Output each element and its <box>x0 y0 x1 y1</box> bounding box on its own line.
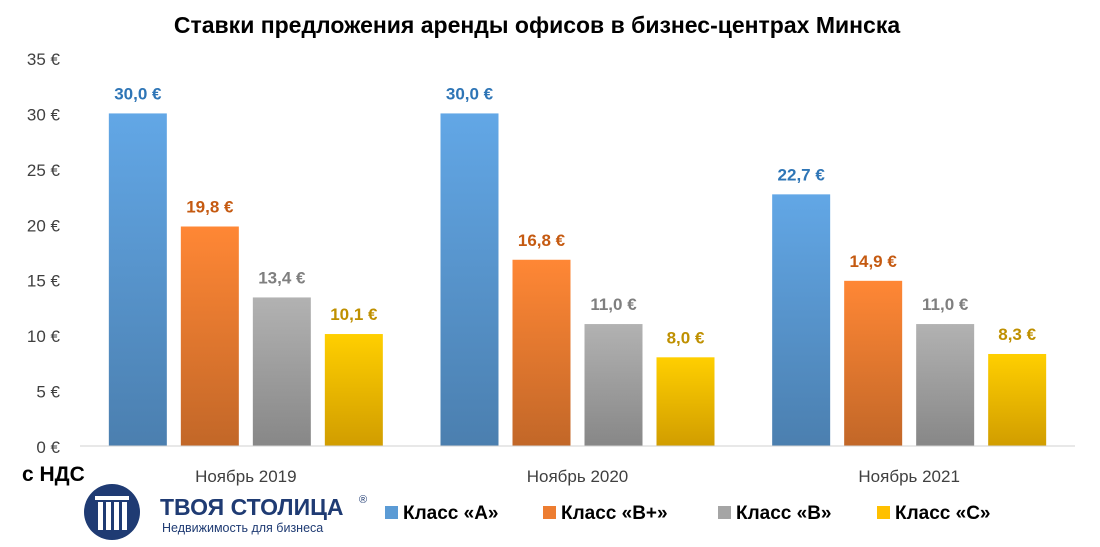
bar <box>844 280 903 446</box>
y-tick-label: 5 € <box>36 383 60 402</box>
legend-item: Класс «В» <box>718 503 832 524</box>
data-label: 19,8 € <box>186 198 234 217</box>
legend-swatch <box>385 506 398 519</box>
x-tick-label: Ноябрь 2020 <box>527 467 629 486</box>
legend-label: Класс «А» <box>403 503 499 524</box>
y-tick-label: 25 € <box>27 161 61 180</box>
bar <box>440 113 499 446</box>
legend: Класс «А» Класс «В+» Класс «В» Класс «С» <box>385 503 991 524</box>
legend-swatch <box>718 506 731 519</box>
y-tick-label: 15 € <box>27 272 61 291</box>
x-tick-label: Ноябрь 2021 <box>858 467 960 486</box>
vat-note: с НДС <box>22 463 85 486</box>
logo-tagline: Недвижимость для бизнеса <box>162 521 323 535</box>
data-labels-group: 30,0 € 19,8 € 13,4 € 10,1 € 30,0 € 16,8 € 11,0… <box>114 84 1036 347</box>
data-label: 30,0 € <box>114 84 162 103</box>
data-label: 16,8 € <box>518 231 566 250</box>
x-tick-label: Ноябрь 2019 <box>195 467 297 486</box>
y-axis: 0 € 5 € 10 € 15 € 20 € 25 € 30 € 35 € <box>27 50 61 457</box>
legend-label: Класс «В» <box>736 503 832 524</box>
data-label: 22,7 € <box>778 165 826 184</box>
data-label: 11,0 € <box>590 295 637 314</box>
data-label: 14,9 € <box>850 252 898 271</box>
bar <box>108 113 167 446</box>
bar <box>252 297 311 446</box>
x-axis: Ноябрь 2019 Ноябрь 2020 Ноябрь 2021 <box>80 445 1075 486</box>
data-label: 11,0 € <box>922 295 969 314</box>
data-label: 10,1 € <box>330 305 378 324</box>
legend-swatch <box>543 506 556 519</box>
data-label: 13,4 € <box>258 268 306 287</box>
data-label: 8,0 € <box>667 328 705 347</box>
legend-swatch <box>877 506 890 519</box>
legend-item: Класс «А» <box>385 503 499 524</box>
logo-mark: ® <box>359 494 367 506</box>
bars-group <box>108 113 1047 446</box>
bar <box>656 357 715 446</box>
logo-name: ТВОЯ СТОЛИЦА <box>160 494 344 520</box>
bar <box>324 334 383 446</box>
legend-item: Класс «С» <box>877 503 991 524</box>
y-tick-label: 10 € <box>27 327 61 346</box>
company-logo: ТВОЯ СТОЛИЦА ® Недвижимость для бизнеса <box>84 484 367 540</box>
y-tick-label: 30 € <box>27 105 61 124</box>
bar <box>512 259 571 446</box>
data-label: 8,3 € <box>998 325 1036 344</box>
data-label: 30,0 € <box>446 84 494 103</box>
building-icon <box>84 484 140 540</box>
bar <box>772 194 831 446</box>
legend-label: Класс «С» <box>895 503 991 524</box>
y-tick-label: 35 € <box>27 50 61 69</box>
chart-title: Ставки предложения аренды офисов в бизне… <box>174 12 900 38</box>
bar <box>584 324 643 446</box>
bar <box>988 353 1047 446</box>
bar <box>916 324 975 446</box>
legend-label: Класс «В+» <box>561 503 668 524</box>
bar <box>180 226 239 446</box>
legend-item: Класс «В+» <box>543 503 668 524</box>
y-tick-label: 0 € <box>36 438 60 457</box>
y-tick-label: 20 € <box>27 216 61 235</box>
